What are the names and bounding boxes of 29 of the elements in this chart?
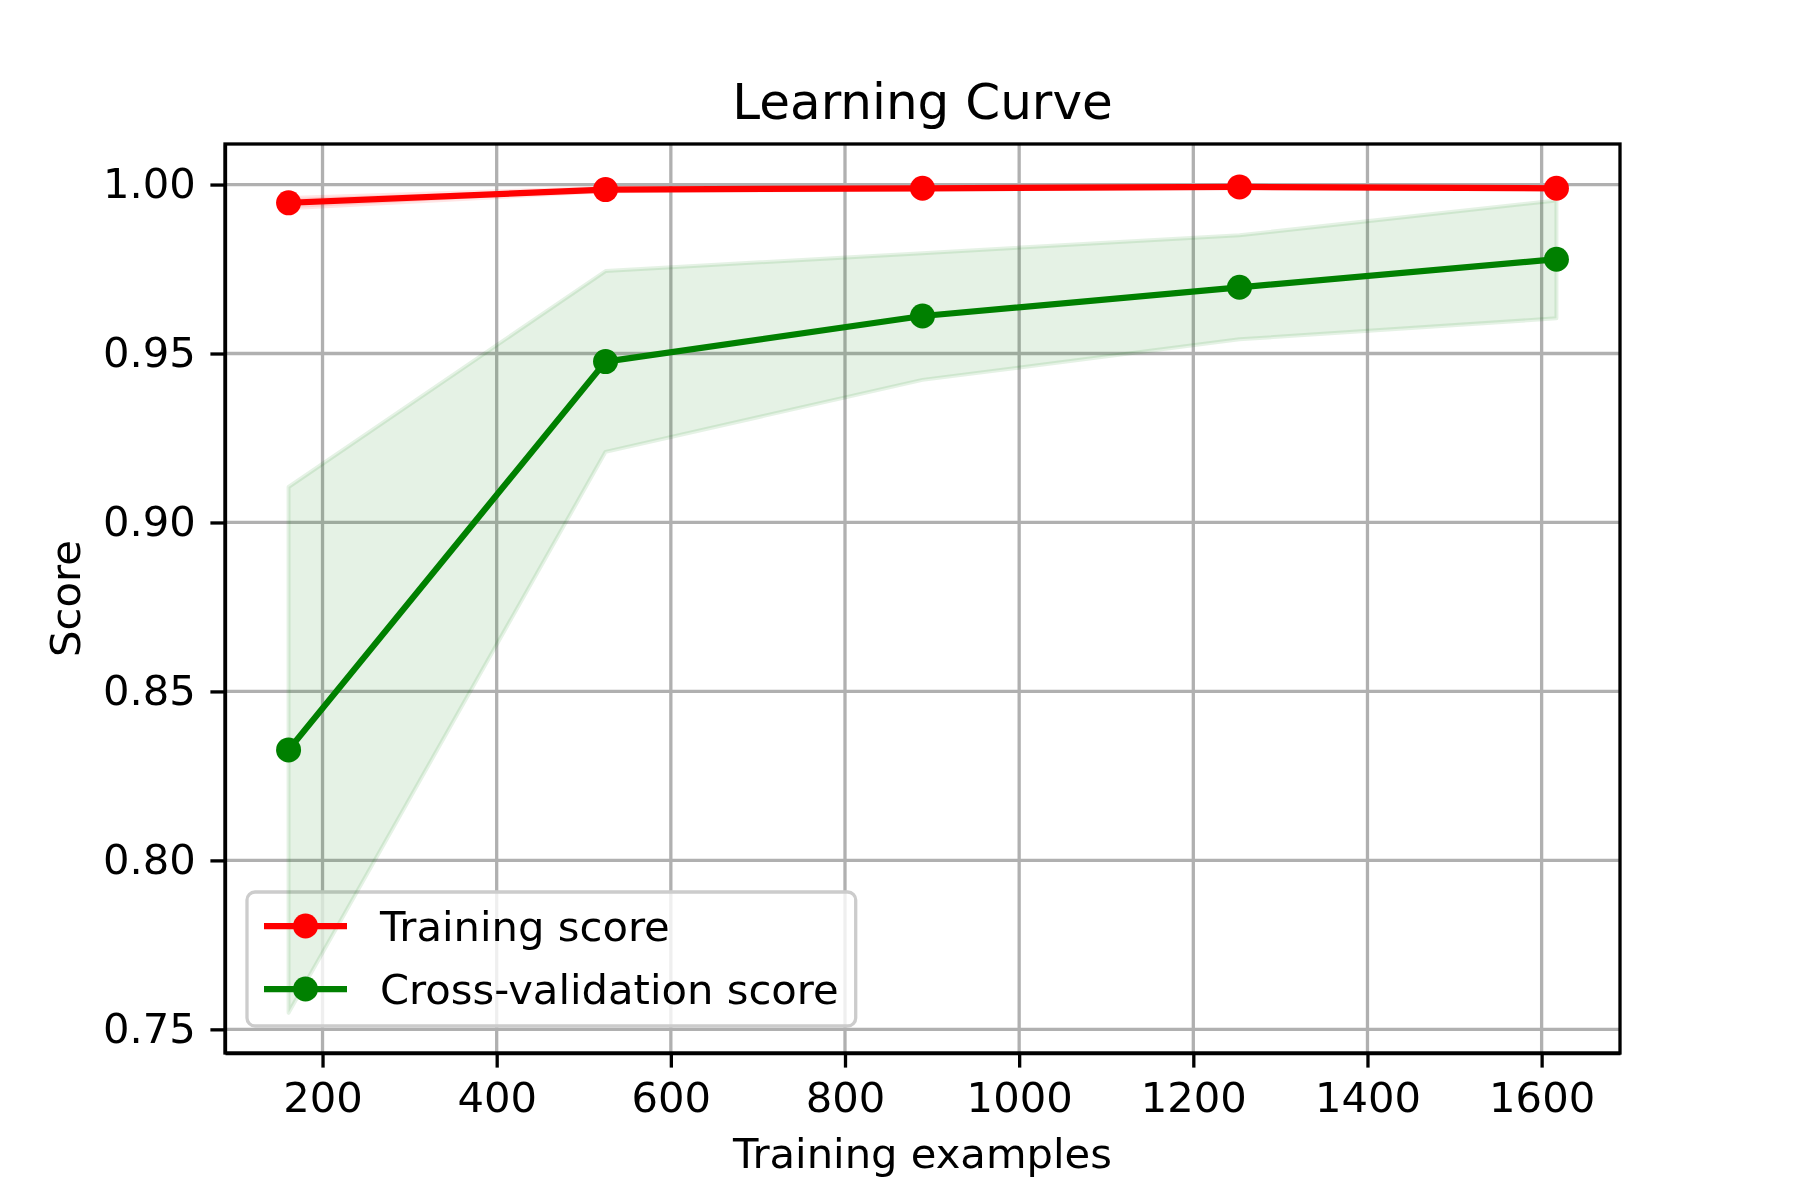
point [910, 303, 935, 329]
x-tick-label: 800 [805, 1072, 886, 1122]
point [276, 190, 302, 216]
legend-label: Cross-validation score [380, 965, 839, 1014]
point [593, 177, 619, 203]
y-tick-label: 1.00 [102, 159, 196, 209]
point [1543, 175, 1569, 201]
x-tick-label: 1600 [1489, 1072, 1596, 1122]
point [1226, 174, 1252, 200]
y-tick-label: 0.75 [102, 1004, 196, 1054]
legend-label: Training score [379, 902, 670, 951]
y-tick-label: 0.90 [102, 497, 196, 547]
x-tick-label: 1000 [966, 1072, 1073, 1122]
x-axis-title: Training examples [732, 1129, 1112, 1178]
y-tick-label: 0.80 [102, 835, 196, 885]
y-tick-label: 0.85 [102, 666, 196, 716]
x-tick-label: 400 [457, 1072, 537, 1122]
y-tick-label: 0.95 [102, 328, 196, 378]
point [276, 737, 302, 763]
chart-title: Learning Curve [732, 73, 1113, 131]
point [593, 349, 619, 375]
point [910, 175, 935, 201]
point [1543, 246, 1569, 272]
x-tick-label: 1400 [1314, 1072, 1422, 1122]
point [1226, 274, 1252, 300]
x-tick-label: 200 [283, 1072, 363, 1122]
x-tick-label: 1200 [1140, 1072, 1247, 1122]
x-tick-label: 600 [631, 1072, 712, 1122]
y-axis-title: Score [41, 540, 90, 657]
